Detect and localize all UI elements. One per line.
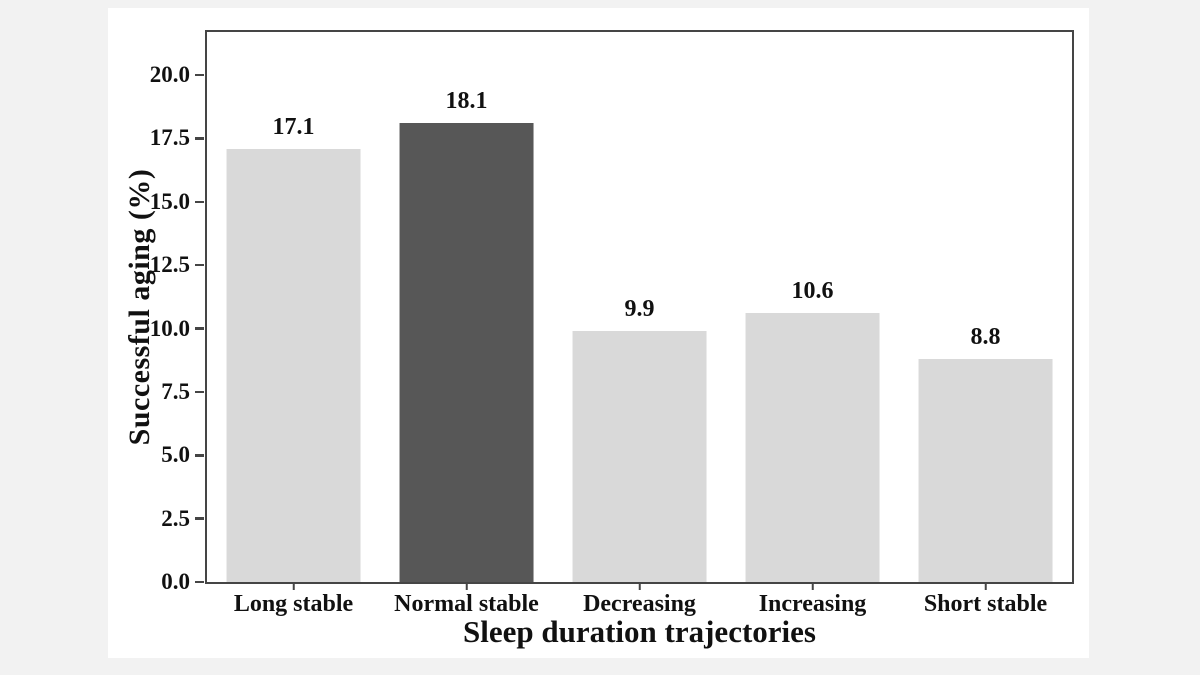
x-category-label: Decreasing — [583, 591, 696, 617]
y-tick-label: 12.5 — [149, 252, 190, 278]
y-tick-mark — [195, 454, 204, 457]
y-tick-label: 5.0 — [161, 442, 190, 468]
bar-value-label: 17.1 — [272, 113, 315, 140]
bar-value-label: 8.8 — [970, 323, 1001, 350]
x-axis-title: Sleep duration trajectories — [463, 614, 816, 649]
x-tick-mark — [292, 582, 295, 590]
y-tick-mark — [195, 580, 204, 584]
bar-slot: 18.1 Normal stable — [380, 32, 553, 617]
y-tick-label: 2.5 — [161, 505, 190, 531]
y-tick-mark — [195, 327, 204, 330]
y-tick-label: 15.0 — [149, 188, 190, 214]
y-tick-mark — [195, 200, 204, 204]
y-tick-mark — [195, 263, 204, 267]
x-category-label: Normal stable — [394, 591, 539, 617]
x-tick-mark — [984, 582, 987, 590]
bar — [226, 148, 361, 582]
y-tick-label: 20.0 — [149, 62, 190, 88]
bar — [918, 358, 1053, 582]
bar-slot: 8.8 Short stable — [899, 32, 1072, 617]
y-tick-label: 7.5 — [161, 378, 190, 404]
bar-value-label: 18.1 — [445, 88, 488, 115]
y-tick-label: 10.0 — [149, 315, 190, 341]
bar-slot: 10.6 Increasing — [726, 32, 899, 617]
bar-slot: 9.9 Decreasing — [553, 32, 726, 617]
bar — [572, 331, 707, 582]
x-tick-mark — [811, 582, 814, 590]
bar-value-label: 9.9 — [624, 296, 655, 323]
x-category-label: Long stable — [233, 591, 354, 617]
chart-panel: Successful aging (%) 0.0 2.5 5.0 7.5 10.0 12.… — [108, 8, 1089, 658]
y-tick-mark — [195, 73, 204, 77]
bar — [399, 123, 534, 582]
bar-slot: 17.1 Long stable — [207, 32, 380, 617]
x-category-label: Increasing — [758, 591, 867, 617]
y-tick-label: 17.5 — [149, 125, 190, 151]
y-tick-mark — [195, 137, 204, 140]
x-tick-mark — [638, 582, 641, 590]
y-tick-label: 0.0 — [161, 569, 190, 594]
bar-value-label: 10.6 — [791, 278, 834, 305]
y-tick-mark — [195, 517, 204, 520]
bar — [745, 313, 880, 582]
x-tick-mark — [465, 582, 468, 590]
plot-area: 0.0 2.5 5.0 7.5 10.0 12.5 15.0 17.5 20.0 17.1 Long… — [150, 30, 1074, 617]
x-category-label: Short stable — [923, 591, 1048, 617]
y-tick-mark — [195, 390, 204, 394]
